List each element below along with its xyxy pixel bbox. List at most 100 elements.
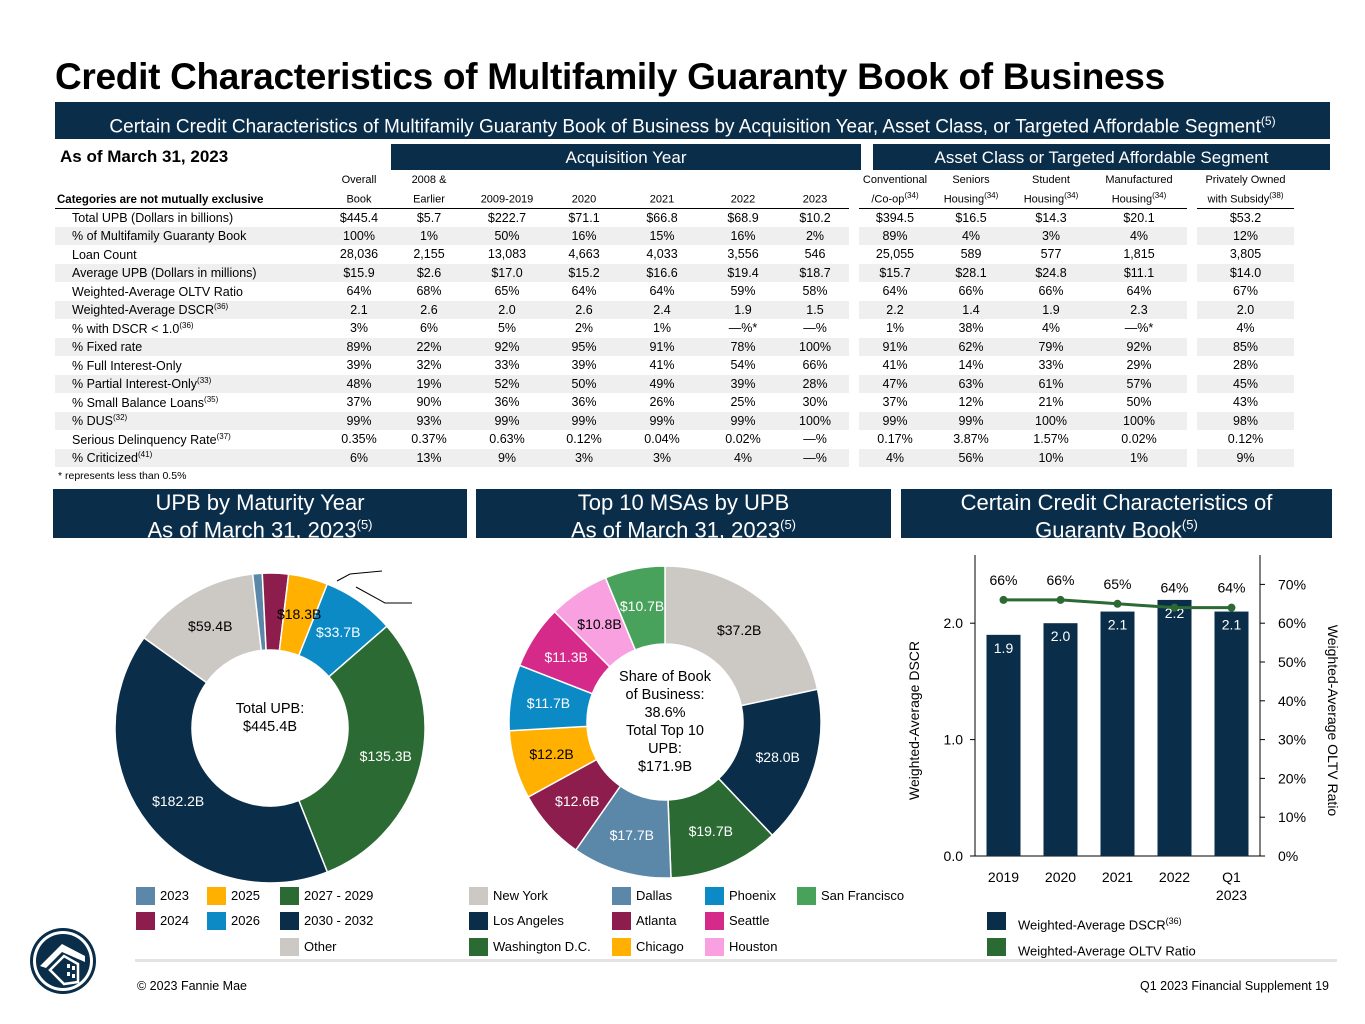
- slice-label: $28.0B: [755, 748, 800, 765]
- y-tick-label: 2.0: [944, 615, 964, 631]
- table-cell: 36%: [494, 395, 520, 410]
- slice-label: $135.3B: [359, 747, 412, 764]
- table-cell: 3.87%: [953, 432, 989, 447]
- table-cell: 26%: [649, 395, 675, 410]
- legend-swatch: [280, 938, 299, 956]
- table-cell: 32%: [416, 358, 442, 373]
- legend-swatch: [705, 938, 724, 956]
- table-cell: 62%: [931, 337, 1011, 357]
- table-cell: 92%: [465, 337, 549, 357]
- x-tick-label: 2019: [988, 869, 1019, 885]
- y2-tick-label: 30%: [1278, 732, 1306, 748]
- category-note: Categories are not mutually exclusive: [55, 188, 325, 209]
- slice-2030-2032: [114, 636, 329, 884]
- maturity-donut-chart: [114, 570, 426, 884]
- table-row: Weighted-Average OLTV Ratio 64% 68% 65% 64% 6…: [55, 282, 1294, 301]
- table-cell: $71.1: [568, 210, 600, 225]
- slice-label: $37.2B: [716, 622, 762, 639]
- table-cell: 100%: [781, 411, 849, 431]
- table-row: % Partial Interest-Only(33) 48% 19% 52% 50% 4…: [55, 374, 1294, 394]
- table-cell: 61%: [1011, 374, 1091, 394]
- table-cell: $11.1: [1091, 263, 1187, 283]
- table-cell: 99%: [705, 411, 781, 431]
- leader-line: [355, 586, 412, 604]
- table-cell: 85%: [1197, 337, 1294, 357]
- table-cell: 2.6: [393, 300, 465, 320]
- x-tick-label: 2022: [1159, 869, 1190, 885]
- fannie-mae-logo-icon: [30, 928, 96, 994]
- table-cell: 41%: [882, 358, 908, 373]
- table-cell: 93%: [393, 411, 465, 431]
- maturity-center-text: Total UPB: $445.4B: [235, 701, 305, 735]
- table-cell: 64%: [1126, 284, 1152, 299]
- table-cell: 6%: [325, 448, 393, 468]
- y2-tick-label: 10%: [1278, 809, 1306, 825]
- slice-label: $18.3B: [276, 605, 322, 622]
- dscr-bar-label: 2.1: [1108, 617, 1128, 633]
- slice-label: $19.7B: [688, 822, 733, 839]
- oltv-label: 65%: [1103, 576, 1131, 592]
- table-cell: 99%: [325, 411, 393, 431]
- column-header-line2: 2020: [549, 188, 619, 209]
- table-cell: 36%: [571, 395, 597, 410]
- table-cell: 99%: [549, 411, 619, 431]
- table-cell: 1%: [393, 226, 465, 246]
- y-tick-label: 1.0: [944, 732, 964, 748]
- page-title: Credit Characteristics of Multifamily Gu…: [55, 56, 1165, 97]
- y-axis-title: Weighted-Average DSCR: [906, 641, 922, 800]
- x-tick-label: 2021: [1102, 869, 1133, 885]
- column-header-line1: [781, 172, 849, 188]
- table-cell: 33%: [494, 358, 520, 373]
- column-header-line2: Book: [325, 188, 393, 209]
- column-header-line1: [549, 172, 619, 188]
- table-cell: 99%: [465, 411, 549, 431]
- table-cell: $16.6: [619, 263, 705, 283]
- dscr-bar: [986, 634, 1021, 856]
- column-header-line1: Student: [1032, 174, 1070, 186]
- column-header-line2: with Subsidy(38): [1197, 188, 1294, 209]
- table-cell: $14.3: [1035, 210, 1067, 225]
- table-cell: 99%: [931, 411, 1011, 431]
- table-cell: 28%: [781, 374, 849, 394]
- table-cell: —%: [803, 321, 827, 336]
- table-cell: 4,033: [646, 247, 678, 262]
- slice-los-angeles: [717, 688, 822, 837]
- table-cell: 1%: [885, 321, 905, 336]
- table-cell: 14%: [958, 358, 984, 373]
- as-of-date: As of March 31, 2023: [60, 147, 229, 166]
- legend-swatch: [207, 912, 226, 930]
- table-cell: $16.5: [955, 210, 987, 225]
- table-cell: 2.0: [1197, 300, 1294, 320]
- table-cell: 79%: [1011, 337, 1091, 357]
- table-cell: 54%: [730, 358, 756, 373]
- table-cell: 43%: [1232, 395, 1259, 410]
- table-cell: 3%: [349, 321, 369, 336]
- table-cell: 0.02%: [1121, 432, 1157, 447]
- table-cell: 39%: [346, 358, 372, 373]
- table-cell: 58%: [802, 284, 828, 299]
- table-cell: $28.1: [931, 263, 1011, 283]
- legend-swatch: [136, 887, 155, 905]
- footer-divider: [135, 959, 1337, 962]
- table-cell: 3%: [619, 448, 705, 468]
- column-header-line2: Housing(34): [1011, 188, 1091, 209]
- table-cell: 1.57%: [1033, 432, 1069, 447]
- x-tick-label: 2020: [1045, 869, 1076, 885]
- table-cell: 13,083: [487, 247, 527, 262]
- table-cell: $445.4: [339, 210, 379, 225]
- table-cell: 1.4: [931, 300, 1011, 320]
- table-cell: $5.7: [416, 210, 442, 225]
- dscr-bar-label: 2.0: [1051, 628, 1071, 644]
- table-row: % Fixed rate 89% 22% 92% 95% 91% 78% 100% 91% 62%…: [55, 337, 1294, 357]
- table-cell: $15.9: [325, 263, 393, 283]
- table-row: % Full Interest-Only 39% 32% 33% 39% 41% 54% 66…: [55, 356, 1294, 375]
- row-label: % Partial Interest-Only(33): [55, 374, 325, 394]
- table-cell: 1%: [652, 321, 672, 336]
- table-cell: 4%: [1041, 321, 1061, 336]
- table-cell: 0.37%: [411, 432, 447, 447]
- table-cell: 4%: [705, 448, 781, 468]
- table-cell: 47%: [859, 374, 931, 394]
- table-cell: 4%: [931, 226, 1011, 246]
- credit-panel-header: Certain Credit Characteristics of Guarant…: [901, 489, 1332, 541]
- table-cell: 12%: [1197, 226, 1294, 246]
